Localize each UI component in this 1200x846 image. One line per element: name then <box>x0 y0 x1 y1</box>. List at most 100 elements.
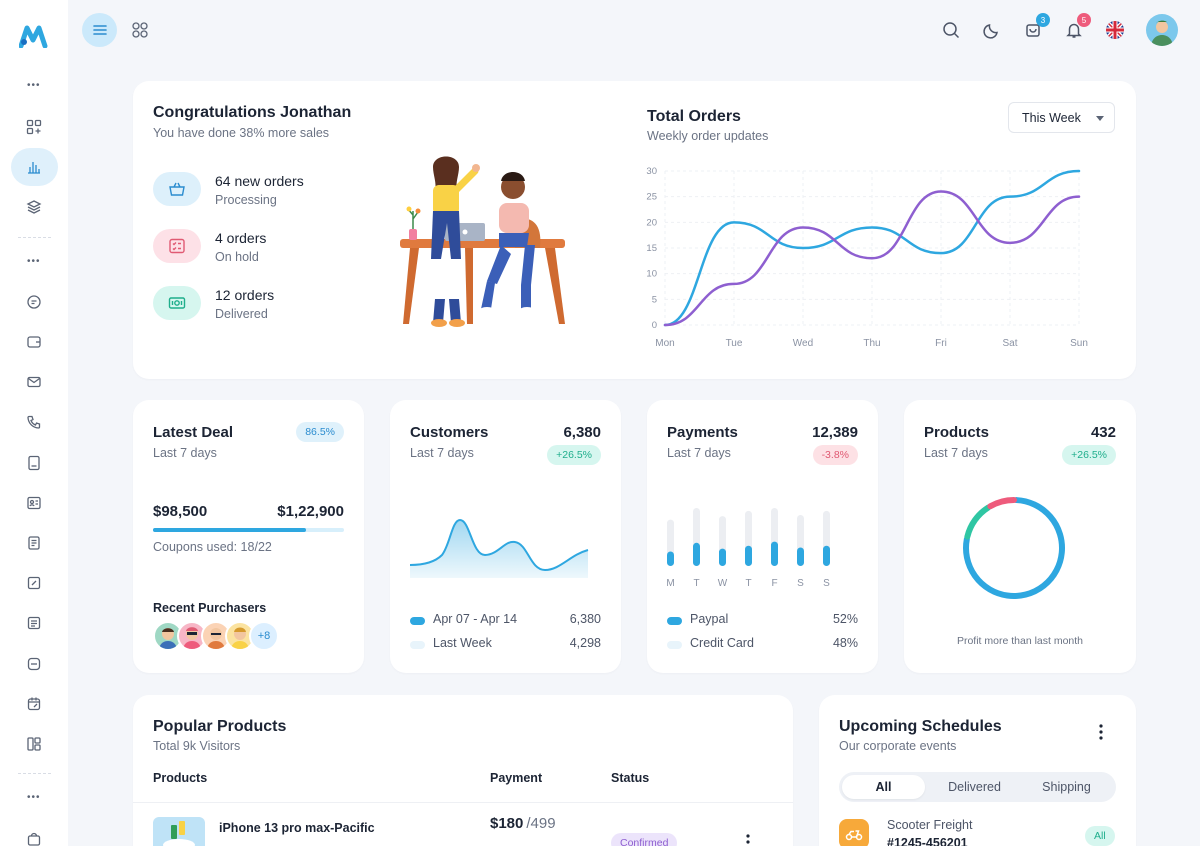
moon-icon[interactable] <box>981 19 1003 41</box>
customers-card: Customers Last 7 days 6,380 +26.5% Apr 0… <box>390 400 621 673</box>
x-tick-label: Tue <box>726 338 743 349</box>
series-line <box>663 190 1081 327</box>
x-tick-label: Mon <box>655 338 674 349</box>
latest-deal-title: Latest Deal <box>153 424 234 441</box>
order-stat-sub: On hold <box>215 250 259 264</box>
user-avatar[interactable] <box>1146 14 1178 46</box>
legend-label: Last Week <box>433 636 492 650</box>
contact-card-icon[interactable] <box>24 493 44 513</box>
legend-value: 48% <box>832 636 858 650</box>
chart-bar-icon[interactable] <box>24 157 44 177</box>
products-card: Products Last 7 days 432 +26.5% Profit m… <box>904 400 1136 673</box>
deal-percent-badge: 86.5% <box>296 422 344 442</box>
column-header-status[interactable]: Status <box>611 771 650 785</box>
legend-row: Apr 07 - Apr 14 6,380 <box>410 612 601 630</box>
bar <box>745 545 752 566</box>
order-stat-sub: Delivered <box>215 307 268 321</box>
wallet-icon[interactable] <box>24 332 44 352</box>
tab-all[interactable]: All <box>842 775 925 799</box>
chat-icon[interactable] <box>24 292 44 312</box>
sidebar-divider <box>18 237 51 238</box>
legend-swatch <box>410 641 425 649</box>
hamburger-icon <box>92 25 107 35</box>
menu-toggle-button[interactable] <box>82 13 117 47</box>
dashboard-grid-icon[interactable] <box>24 734 44 754</box>
bar <box>719 548 726 566</box>
payment-paid: $180 <box>490 815 524 832</box>
products-title: Products <box>924 424 990 441</box>
schedule-item-id: #1245-456201 <box>887 836 968 846</box>
table-row[interactable]: iPhone 13 pro max-Pacific $180/499 Confi… <box>133 803 793 846</box>
legend-value: 6,380 <box>569 612 601 626</box>
welcome-title: Congratulations Jonathan <box>153 104 352 121</box>
purchaser-avatars: +8 <box>153 621 293 653</box>
bar-label: F <box>771 578 777 589</box>
popular-products-subtitle: Total 9k Visitors <box>153 739 241 753</box>
x-tick-label: Wed <box>793 338 813 349</box>
section-dots-icon: ••• <box>27 256 41 267</box>
phone-icon[interactable] <box>24 412 44 432</box>
column-header-payment[interactable]: Payment <box>490 771 543 785</box>
schedules-subtitle: Our corporate events <box>839 739 957 753</box>
recent-purchasers-title: Recent Purchasers <box>153 601 267 615</box>
payments-value: 12,389 <box>812 424 858 441</box>
bell-icon[interactable]: 5 <box>1063 13 1091 41</box>
x-tick-label: Sun <box>1070 338 1088 349</box>
products-subtitle: Last 7 days <box>924 446 988 460</box>
y-tick-label: 10 <box>646 269 657 280</box>
notes-icon[interactable] <box>24 533 44 553</box>
payment-amount: $180/499 <box>490 815 556 832</box>
column-header-products[interactable]: Products <box>153 771 208 785</box>
calendar-edit-icon[interactable] <box>24 694 44 714</box>
cart-badge: 3 <box>1036 13 1050 27</box>
period-select[interactable]: This Week <box>1008 102 1115 133</box>
upcoming-schedules-card: Upcoming Schedules Our corporate events … <box>819 695 1136 846</box>
legend-row: Paypal 52% <box>667 612 858 630</box>
invoice-icon[interactable] <box>24 573 44 593</box>
donut-segment <box>964 504 992 540</box>
bar <box>797 547 804 566</box>
scooter-icon <box>839 819 869 846</box>
bar-label: M <box>666 578 674 589</box>
bar <box>823 545 830 566</box>
legend-row: Credit Card 48% <box>667 636 858 654</box>
legend-label: Credit Card <box>690 636 754 650</box>
apps-add-icon[interactable] <box>24 117 44 137</box>
products-caption: Profit more than last month <box>956 635 1084 647</box>
row-menu-icon[interactable] <box>741 833 755 846</box>
more-options-icon[interactable] <box>1094 723 1108 741</box>
product-name: iPhone 13 pro max-Pacific <box>219 821 375 835</box>
sidebar: ••• ••• ••• <box>0 0 68 846</box>
bar-label: T <box>693 578 699 589</box>
y-tick-label: 0 <box>652 320 657 331</box>
popular-products-title: Popular Products <box>153 718 287 735</box>
mail-icon[interactable] <box>24 372 44 392</box>
tab-delivered[interactable]: Delivered <box>948 780 1001 794</box>
y-tick-label: 30 <box>646 166 657 177</box>
apps-icon[interactable] <box>131 21 149 39</box>
deal-progress-fill <box>153 528 306 532</box>
uk-flag-icon[interactable] <box>1104 19 1126 41</box>
document-icon[interactable] <box>24 453 44 473</box>
x-tick-label: Sat <box>1002 338 1017 349</box>
customers-line <box>410 518 589 572</box>
series-line <box>663 169 1081 327</box>
customers-area <box>410 520 588 578</box>
payments-subtitle: Last 7 days <box>667 446 731 460</box>
customers-subtitle: Last 7 days <box>410 446 474 460</box>
status-badge: Confirmed <box>611 833 678 846</box>
cash-icon <box>153 286 201 320</box>
list-icon[interactable] <box>24 613 44 633</box>
brand-logo[interactable] <box>19 22 51 48</box>
cart-icon[interactable]: 3 <box>1022 13 1050 41</box>
card-icon[interactable] <box>24 654 44 674</box>
deal-progress-track <box>153 528 344 532</box>
legend-label: Paypal <box>690 612 729 626</box>
payments-title: Payments <box>667 424 738 441</box>
tab-shipping[interactable]: Shipping <box>1042 780 1091 794</box>
shopping-bag-icon[interactable] <box>24 829 44 846</box>
search-icon[interactable] <box>940 19 962 41</box>
layers-icon[interactable] <box>24 197 44 217</box>
legend-swatch <box>667 617 682 625</box>
more-purchasers-badge[interactable]: +8 <box>249 621 279 651</box>
